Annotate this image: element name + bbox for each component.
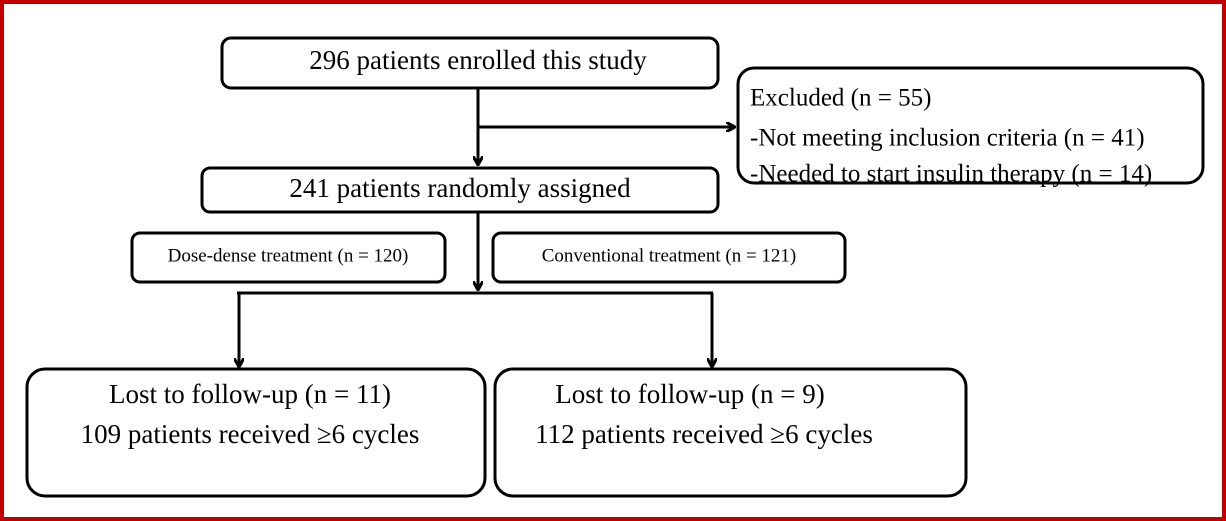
box-label: Lost to follow-up (n = 9): [555, 379, 824, 409]
box-label: 112 patients received ≥6 cycles: [535, 419, 873, 449]
box: [25, 367, 487, 498]
box: [736, 66, 1205, 185]
box: [130, 231, 447, 284]
box: [200, 166, 720, 214]
box: [220, 36, 720, 90]
box-label: Conventional treatment (n = 121): [542, 245, 797, 266]
box-label: Excluded (n = 55): [750, 85, 931, 112]
box-label: -Needed to start insulin therapy (n = 14…: [750, 161, 1152, 188]
box-label: Dose-dense treatment (n = 120): [168, 245, 409, 266]
box-label: -Not meeting inclusion criteria (n = 41): [750, 125, 1145, 152]
box-label: 241 patients randomly assigned: [289, 173, 631, 203]
box-label: 296 patients enrolled this study: [309, 45, 647, 75]
box: [491, 231, 847, 284]
box-label: 109 patients received ≥6 cycles: [81, 419, 420, 449]
box: [493, 367, 968, 498]
box-label: Lost to follow-up (n = 11): [109, 379, 391, 409]
